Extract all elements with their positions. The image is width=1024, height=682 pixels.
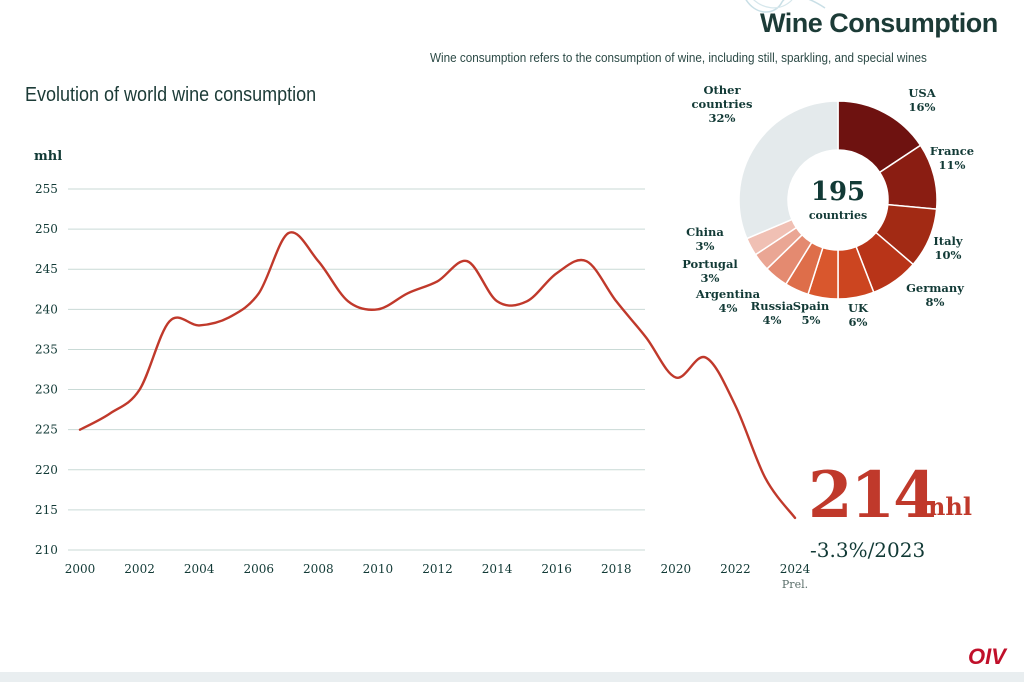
y-axis-ticks: 255 250 245 240 235 230 225 220 215 210 [35, 182, 58, 557]
pie-label-percent: 11% [939, 158, 966, 172]
pie-label-percent: 5% [802, 313, 821, 327]
pie-label-percent: 6% [849, 315, 868, 329]
pie-label-percent: 16% [909, 100, 936, 114]
page-title: Wine Consumption [760, 8, 998, 38]
decorative-swirl-icon [745, 0, 826, 13]
consumption-line [78, 231, 797, 520]
pie-label-name: Portugal [682, 257, 738, 271]
x-tick-label: 2008 [303, 562, 334, 576]
pie-label-name: Germany [906, 281, 964, 295]
oiv-logo: OIV [968, 644, 1006, 669]
x-tick-label: 2012 [422, 562, 453, 576]
pie-label-name: Italy [933, 234, 963, 248]
x-tick-label: 2006 [243, 562, 274, 576]
donut-hole [788, 150, 888, 250]
y-tick-label: 250 [35, 222, 58, 236]
y-tick-label: 220 [35, 463, 58, 477]
pie-label-percent: 4% [763, 313, 782, 327]
pie-label-percent: 10% [935, 248, 962, 262]
pie-label-name: Other [703, 83, 741, 97]
bottom-strip [0, 672, 1024, 682]
pie-label-name: France [930, 144, 974, 158]
change-vs-previous: -3.3%/2023 [810, 538, 926, 562]
x-tick-label: 2016 [541, 562, 572, 576]
y-tick-label: 225 [35, 423, 58, 437]
y-tick-label: 255 [35, 182, 58, 196]
pie-slices [738, 100, 938, 300]
x-tick-label: 2022 [720, 562, 751, 576]
x-tick-label: 2014 [482, 562, 513, 576]
pie-label-name: countries [692, 97, 753, 111]
x-tick-label: 2020 [661, 562, 692, 576]
y-tick-label: 230 [35, 383, 58, 397]
chart-gridlines [68, 188, 645, 551]
pie-label-percent: 3% [701, 271, 720, 285]
donut-center-value: 195 [811, 177, 865, 207]
pie-label-name: Argentina [695, 287, 761, 301]
pie-label-percent: 8% [926, 295, 945, 309]
x-tick-sublabel: Prel. [782, 578, 808, 591]
latest-value: 214 [808, 458, 938, 533]
y-tick-label: 215 [35, 503, 58, 517]
pie-label-percent: 3% [696, 239, 715, 253]
y-axis-label: mhl [34, 149, 62, 164]
y-tick-label: 210 [35, 543, 58, 557]
pie-label-name: UK [848, 301, 869, 315]
x-tick-label: 2004 [184, 562, 215, 576]
x-tick-label: 2018 [601, 562, 632, 576]
x-tick-label: 2000 [65, 562, 96, 576]
pie-label-name: USA [908, 86, 936, 100]
pie-label-name: China [686, 225, 724, 239]
page-subtitle: Wine consumption refers to the consumpti… [430, 50, 927, 65]
pie-label-percent: 4% [719, 301, 738, 315]
y-tick-label: 245 [35, 262, 58, 276]
x-axis-ticks: 2000 2002 2004 2006 2008 2010 2012 2014 2016 2018… [65, 562, 811, 591]
x-tick-label: 2002 [124, 562, 155, 576]
x-tick-label: 2024 [780, 562, 811, 576]
pie-label-percent: 32% [709, 111, 736, 125]
y-tick-label: 240 [35, 302, 58, 316]
pie-label-name: Russia [751, 299, 794, 313]
latest-value-unit: mhl [920, 492, 972, 521]
y-tick-label: 235 [35, 342, 58, 356]
donut-center-label: countries [809, 209, 867, 222]
pie-label-name: Spain [793, 299, 830, 313]
x-tick-label: 2010 [363, 562, 394, 576]
line-chart-title: Evolution of world wine consumption [25, 84, 317, 106]
